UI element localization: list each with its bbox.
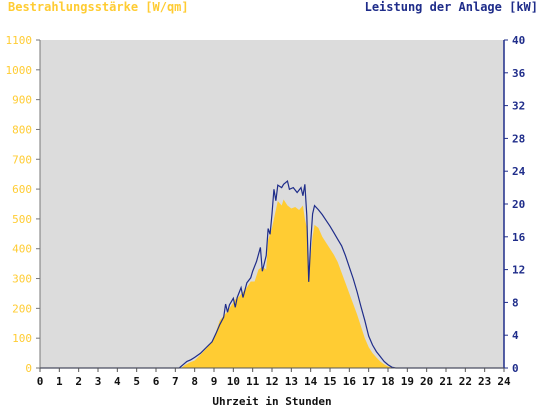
left-tick-label: 200 [12,302,32,315]
x-tick-label: 0 [37,375,44,388]
right-tick-label: 8 [512,296,519,309]
x-tick-label: 3 [95,375,102,388]
right-axis-title: Leistung der Anlage [kW] [364,0,538,14]
right-tick-label: 28 [512,132,525,145]
x-tick-label: 17 [362,375,375,388]
right-tick-label: 4 [512,329,519,342]
right-tick-label: 16 [512,231,526,244]
x-tick-label: 23 [478,375,491,388]
right-tick-label: 40 [512,34,525,47]
x-tick-label: 20 [420,375,433,388]
x-tick-label: 4 [114,375,121,388]
x-tick-label: 16 [343,375,357,388]
x-tick-label: 12 [265,375,278,388]
x-tick-label: 19 [401,375,414,388]
left-tick-label: 800 [12,123,32,136]
x-tick-label: 13 [285,375,298,388]
right-tick-label: 24 [512,165,526,178]
x-tick-label: 21 [439,375,453,388]
x-tick-label: 22 [459,375,472,388]
x-tick-label: 10 [227,375,240,388]
left-tick-label: 0 [25,362,32,375]
right-tick-label: 32 [512,100,525,113]
left-tick-label: 500 [12,213,32,226]
x-tick-label: 5 [133,375,140,388]
x-tick-label: 11 [246,375,260,388]
x-tick-label: 2 [75,375,82,388]
x-tick-label: 14 [304,375,318,388]
left-axis-title: Bestrahlungsstärke [W/qm] [8,0,189,14]
right-tick-label: 12 [512,264,525,277]
right-tick-label: 0 [512,362,519,375]
irradiance-area [40,199,504,368]
x-axis-label: Uhrzeit in Stunden [212,395,331,408]
left-tick-label: 1000 [6,64,33,77]
right-tick-label: 36 [512,67,526,80]
power-line [40,179,504,369]
x-tick-label: 15 [323,375,336,388]
x-tick-label: 1 [56,375,63,388]
left-tick-label: 700 [12,153,32,166]
x-tick-label: 7 [172,375,179,388]
right-tick-label: 20 [512,198,525,211]
left-tick-label: 600 [12,183,32,196]
left-tick-label: 300 [12,273,32,286]
left-tick-label: 100 [12,332,32,345]
x-tick-label: 8 [191,375,198,388]
left-tick-label: 1100 [6,34,33,47]
x-tick-label: 24 [497,375,511,388]
x-tick-label: 9 [211,375,218,388]
left-tick-label: 400 [12,243,32,256]
x-tick-label: 6 [153,375,160,388]
left-tick-label: 900 [12,94,32,107]
x-tick-label: 18 [381,375,394,388]
